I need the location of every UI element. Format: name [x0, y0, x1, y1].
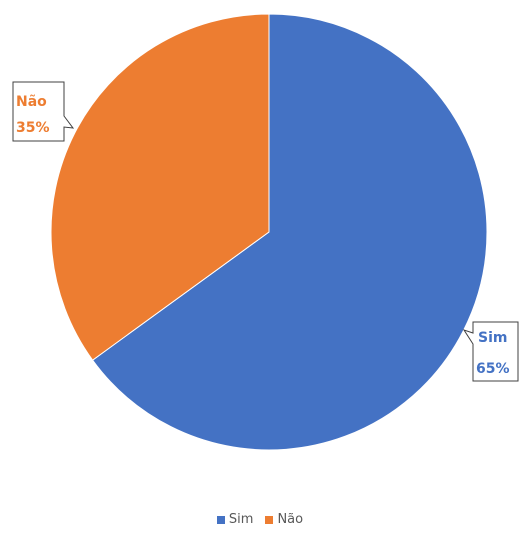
pie-slices [50, 13, 488, 451]
callout-nao: Não 35% [12, 81, 75, 142]
pie-slice-sim [91, 13, 488, 451]
callout-sim: Sim 65% [462, 321, 519, 382]
legend-item-sim: Sim [216, 512, 254, 527]
legend-label-nao: Não [277, 512, 304, 527]
callout-category-nao: Não [16, 94, 47, 110]
legend-swatch-nao [265, 515, 274, 524]
legend-label-sim: Sim [228, 512, 254, 527]
callout-box-sim [462, 321, 519, 382]
callout-value-sim: 65% [476, 361, 510, 377]
legend-swatch-sim [216, 515, 225, 524]
legend-item-nao: Não [265, 512, 303, 527]
callout-category-sim: Sim [478, 330, 507, 346]
chart-legend: Sim Não [0, 512, 520, 527]
callout-value-nao: 35% [16, 120, 50, 136]
callout-box-nao [12, 81, 75, 142]
pie-slice-nao [50, 13, 270, 361]
